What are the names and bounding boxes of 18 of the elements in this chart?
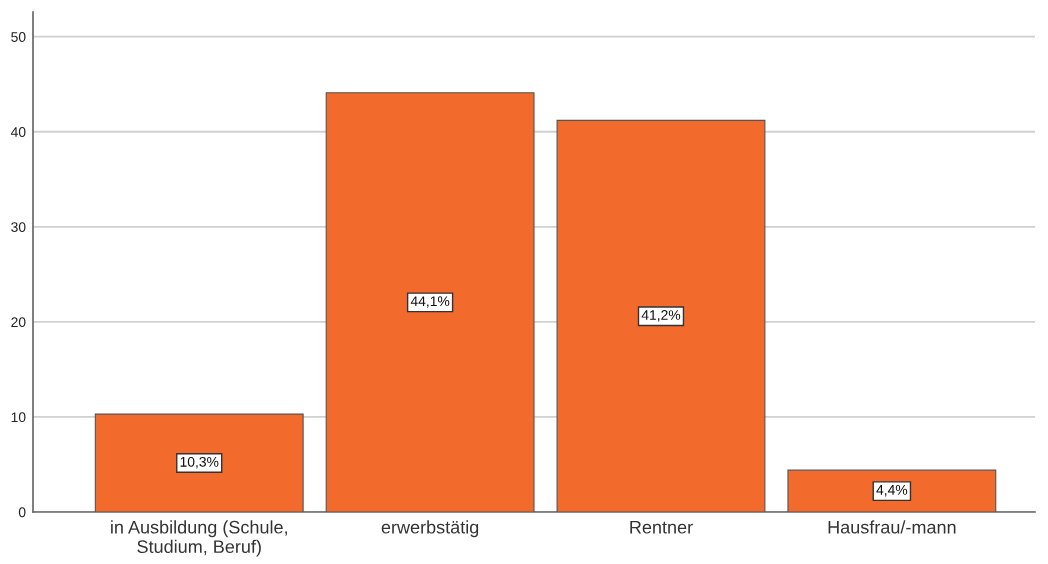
bar bbox=[94, 413, 304, 512]
data-label: 4,4% bbox=[876, 485, 908, 497]
data-label: 41,2% bbox=[641, 310, 681, 322]
y-tick-label: 30 bbox=[11, 222, 26, 232]
bar bbox=[787, 469, 997, 512]
y-tick-label: 50 bbox=[11, 32, 26, 42]
x-tick-label: Rentner bbox=[630, 521, 693, 534]
x-tick-label: erwerbstätig bbox=[381, 520, 479, 538]
data-label: 44,1% bbox=[410, 296, 450, 308]
y-tick-label: 10 bbox=[11, 412, 26, 423]
y-tick-label: 40 bbox=[10, 127, 26, 137]
data-label: 10,3% bbox=[180, 456, 219, 469]
y-tick-label: 0 bbox=[18, 507, 26, 518]
x-tick-label: Hausfrau/-mann bbox=[828, 520, 956, 534]
bar bbox=[556, 119, 766, 512]
bar bbox=[325, 92, 535, 512]
x-tick-label: in Ausbildung (Schule, Studium, Beruf) bbox=[111, 520, 287, 557]
y-tick-label: 20 bbox=[11, 317, 26, 328]
